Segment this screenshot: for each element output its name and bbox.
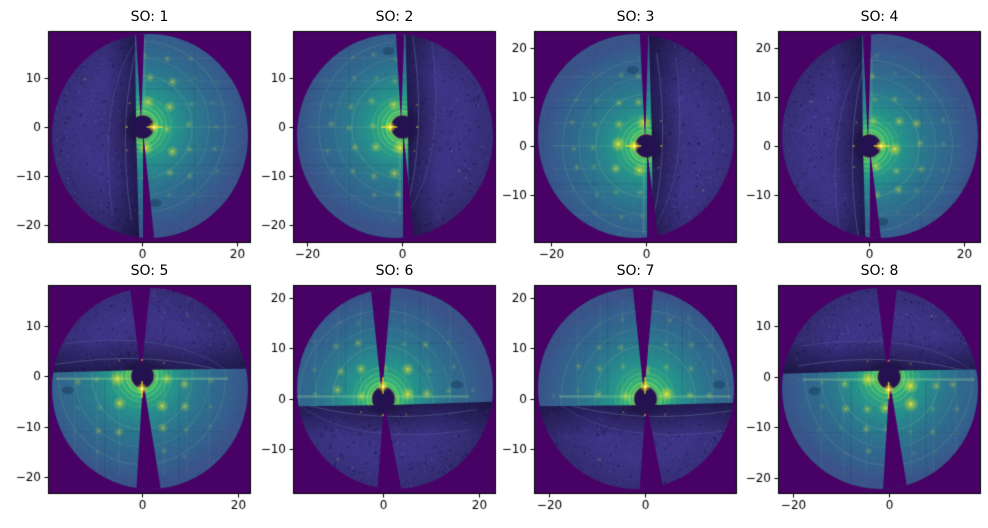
subplot-title-so-8: SO: 8 xyxy=(860,263,899,279)
subplot-title-so-2: SO: 2 xyxy=(375,9,414,25)
subplot-title-so-6: SO: 6 xyxy=(375,263,414,279)
subplot-title-so-5: SO: 5 xyxy=(130,263,169,279)
subplot-title-so-1: SO: 1 xyxy=(130,9,169,25)
subplot-title-so-3: SO: 3 xyxy=(616,9,655,25)
subplot-title-so-7: SO: 7 xyxy=(616,263,655,279)
subplot-title-so-4: SO: 4 xyxy=(860,9,899,25)
